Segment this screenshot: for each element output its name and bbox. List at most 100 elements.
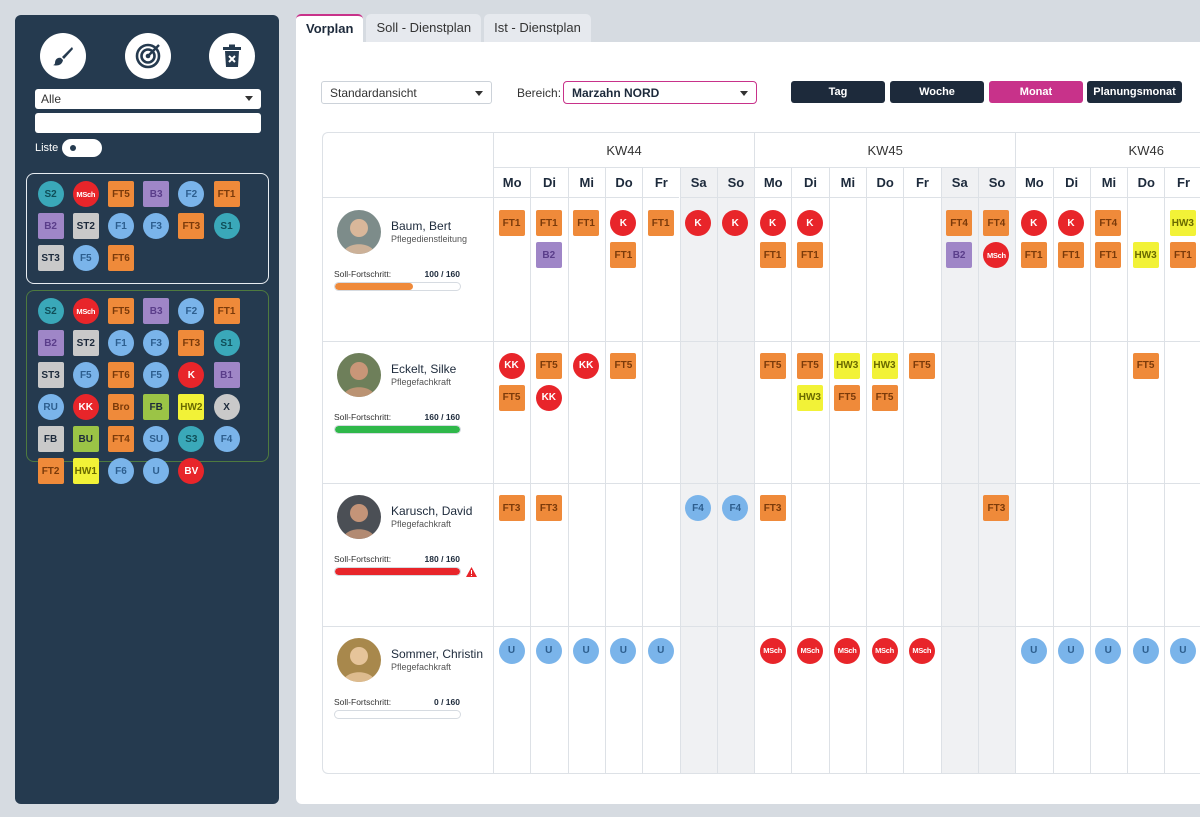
shift-cell[interactable]: U xyxy=(1015,637,1052,670)
shift-chip[interactable]: FT5 xyxy=(1132,352,1159,379)
employee-name[interactable]: Baum, Bert xyxy=(391,219,452,233)
shift-chip[interactable]: S2 xyxy=(37,298,64,324)
shift-chip[interactable]: MSch xyxy=(72,298,99,324)
shift-chip[interactable]: F4 xyxy=(685,495,711,522)
shift-cell[interactable]: FT5 KK xyxy=(530,352,567,417)
tab-soll-dienstplan[interactable]: Soll - Dienstplan xyxy=(366,14,482,42)
liste-toggle[interactable] xyxy=(62,139,102,157)
tab-ist-dienstplan[interactable]: Ist - Dienstplan xyxy=(484,14,591,42)
shift-cell[interactable]: FT3 xyxy=(978,495,1015,527)
employee-name[interactable]: Sommer, Christin xyxy=(391,646,484,661)
shift-chip[interactable]: B3 xyxy=(143,181,170,207)
shift-chip[interactable]: S3 xyxy=(178,426,205,452)
shift-cell[interactable]: KK FT5 xyxy=(493,352,530,417)
shift-chip[interactable]: ST3 xyxy=(37,362,64,388)
shift-chip[interactable]: U xyxy=(610,637,637,664)
shift-chip[interactable]: FT4 xyxy=(946,210,973,236)
shift-chip[interactable]: K xyxy=(759,210,786,236)
shift-cell[interactable]: FT5 xyxy=(903,352,940,385)
shift-cell[interactable]: U xyxy=(605,637,642,670)
shift-cell[interactable]: HW3 xyxy=(1127,210,1164,274)
category-filter-select[interactable]: Alle xyxy=(35,89,261,109)
view-day-button[interactable]: Tag xyxy=(791,81,885,103)
shift-chip[interactable]: FT4 xyxy=(983,210,1010,236)
shift-chip[interactable]: FT1 xyxy=(1169,242,1196,268)
view-week-button[interactable]: Woche xyxy=(890,81,984,103)
shift-chip[interactable]: K xyxy=(178,362,205,388)
shift-chip[interactable]: MSch xyxy=(796,637,823,664)
shift-chip[interactable]: FT3 xyxy=(535,495,562,522)
shift-chip[interactable]: B2 xyxy=(37,330,64,356)
shift-chip[interactable]: K xyxy=(610,210,637,236)
shift-cell[interactable]: FT1 xyxy=(493,210,530,242)
shift-chip[interactable]: U xyxy=(1132,637,1159,664)
shift-chip[interactable]: F5 xyxy=(72,245,99,271)
shift-cell[interactable]: U xyxy=(530,637,567,670)
shift-cell[interactable]: FT5 xyxy=(1127,352,1164,385)
shift-chip[interactable]: U xyxy=(1020,637,1047,664)
shift-chip[interactable]: FT5 xyxy=(796,352,823,379)
shift-chip[interactable]: FB xyxy=(37,426,64,452)
shift-chip[interactable]: RU xyxy=(37,394,64,420)
shift-chip[interactable]: ST2 xyxy=(72,213,99,239)
shift-chip[interactable]: S1 xyxy=(213,330,240,356)
shift-chip[interactable]: FT2 xyxy=(37,458,64,484)
shift-chip[interactable]: B3 xyxy=(143,298,170,324)
shift-cell[interactable]: U xyxy=(1090,637,1127,670)
shift-cell[interactable]: K FT1 xyxy=(605,210,642,274)
shift-chip[interactable]: FT1 xyxy=(759,242,786,268)
target-tool-button[interactable] xyxy=(125,33,171,79)
shift-chip[interactable]: F2 xyxy=(178,298,205,324)
shift-chip[interactable]: HW2 xyxy=(178,394,205,420)
shift-cell[interactable]: HW3 FT5 xyxy=(829,352,866,417)
shift-chip[interactable]: U xyxy=(1095,637,1122,664)
shift-cell[interactable]: U xyxy=(1053,637,1090,670)
shift-chip[interactable]: K xyxy=(796,210,823,236)
shift-chip[interactable]: FT1 xyxy=(213,181,240,207)
shift-cell[interactable]: F4 xyxy=(717,495,754,527)
shift-chip[interactable]: U xyxy=(1169,637,1196,664)
shift-chip[interactable]: HW3 xyxy=(796,384,823,411)
shift-chip[interactable]: FT1 xyxy=(1058,242,1084,268)
shift-chip[interactable]: FT5 xyxy=(535,352,562,379)
shift-chip[interactable]: SU xyxy=(143,426,170,452)
employee-name[interactable]: Karusch, David xyxy=(391,504,473,519)
shift-cell[interactable]: HW3 FT5 xyxy=(866,352,903,417)
shift-chip[interactable]: FT1 xyxy=(535,210,562,236)
shift-cell[interactable]: KK xyxy=(568,352,605,385)
shift-cell[interactable]: FT5 HW3 xyxy=(791,352,828,417)
shift-chip[interactable]: FT3 xyxy=(178,213,205,239)
shift-cell[interactable]: K FT1 xyxy=(1015,210,1052,274)
shift-chip[interactable]: FT5 xyxy=(610,352,637,379)
search-input[interactable] xyxy=(35,113,261,133)
shift-chip[interactable]: FT4 xyxy=(107,426,134,452)
shift-chip[interactable]: F1 xyxy=(107,213,134,239)
shift-cell[interactable]: K FT1 xyxy=(791,210,828,274)
shift-chip[interactable]: K xyxy=(722,210,749,236)
shift-chip[interactable]: MSch xyxy=(871,637,898,664)
brush-tool-button[interactable] xyxy=(40,33,86,79)
shift-chip[interactable]: U xyxy=(647,637,674,664)
shift-cell[interactable]: U xyxy=(1127,637,1164,670)
shift-chip[interactable]: FT6 xyxy=(107,362,134,388)
shift-chip[interactable]: FB xyxy=(143,394,170,420)
shift-chip[interactable]: MSch xyxy=(983,242,1010,268)
shift-chip[interactable]: HW3 xyxy=(1132,242,1159,268)
shift-chip[interactable]: MSch xyxy=(72,181,99,207)
shift-chip[interactable]: HW3 xyxy=(871,352,898,379)
shift-chip[interactable]: KK xyxy=(72,394,99,420)
shift-cell[interactable]: FT3 xyxy=(493,495,530,527)
shift-chip[interactable]: HW3 xyxy=(834,352,861,379)
shift-chip[interactable]: MSch xyxy=(908,637,935,664)
shift-chip[interactable]: F2 xyxy=(178,181,205,207)
shift-cell[interactable]: K xyxy=(717,210,754,242)
shift-chip[interactable]: U xyxy=(573,637,600,664)
shift-chip[interactable]: FT3 xyxy=(759,495,786,522)
shift-cell[interactable]: FT3 xyxy=(530,495,567,527)
shift-chip[interactable]: FT6 xyxy=(107,245,134,271)
shift-cell[interactable]: U xyxy=(1164,637,1200,670)
shift-cell[interactable]: MSch xyxy=(903,637,940,670)
shift-chip[interactable]: BV xyxy=(178,458,205,484)
shift-chip[interactable]: FT1 xyxy=(1020,242,1047,268)
shift-chip[interactable]: F3 xyxy=(143,330,170,356)
